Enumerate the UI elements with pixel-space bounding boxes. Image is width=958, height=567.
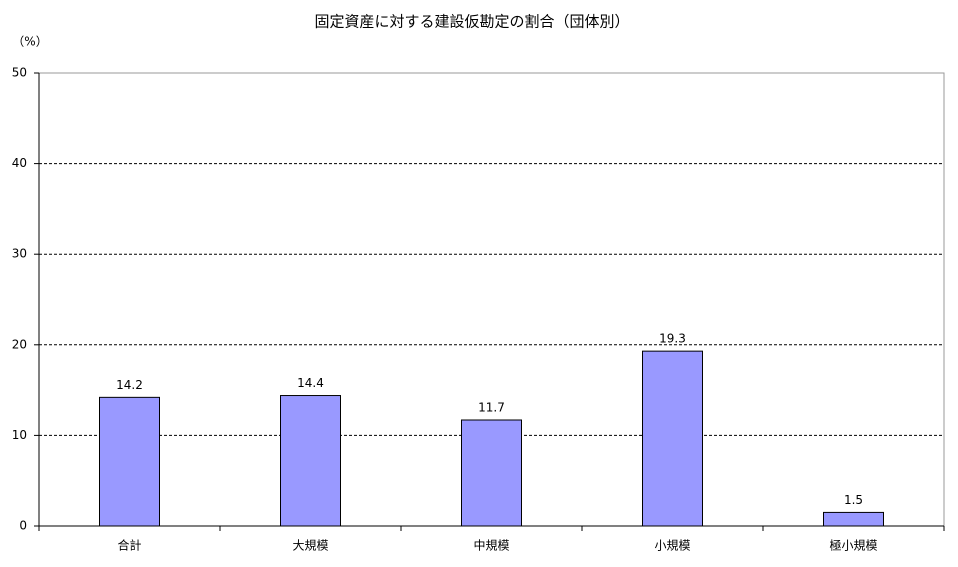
x-tick-label: 合計 — [117, 538, 141, 553]
data-label: 11.7 — [478, 400, 505, 414]
y-tick-label: 30 — [12, 247, 27, 261]
data-label: 14.4 — [297, 376, 324, 390]
bar — [823, 511, 884, 527]
bar — [99, 396, 160, 527]
x-tick-label: 極小規模 — [829, 538, 877, 553]
y-tick-label: 0 — [19, 519, 27, 533]
x-tick-label: 小規模 — [654, 538, 690, 553]
y-tick-label: 40 — [12, 156, 27, 170]
y-tick-label: 20 — [12, 337, 27, 351]
bar — [280, 395, 341, 527]
chart-title: 固定資産に対する建設仮勘定の割合（団体別） — [314, 13, 629, 31]
y-tick-label: 50 — [12, 66, 27, 80]
data-label: 14.2 — [116, 378, 143, 392]
bar — [461, 419, 522, 527]
bar — [642, 350, 703, 527]
data-label: 19.3 — [659, 332, 686, 346]
data-label: 1.5 — [844, 493, 863, 507]
x-tick-label: 大規模 — [292, 538, 328, 553]
y-axis-label: （%） — [12, 35, 47, 49]
x-tick-label: 中規模 — [473, 538, 509, 553]
y-tick-label: 10 — [12, 428, 27, 442]
